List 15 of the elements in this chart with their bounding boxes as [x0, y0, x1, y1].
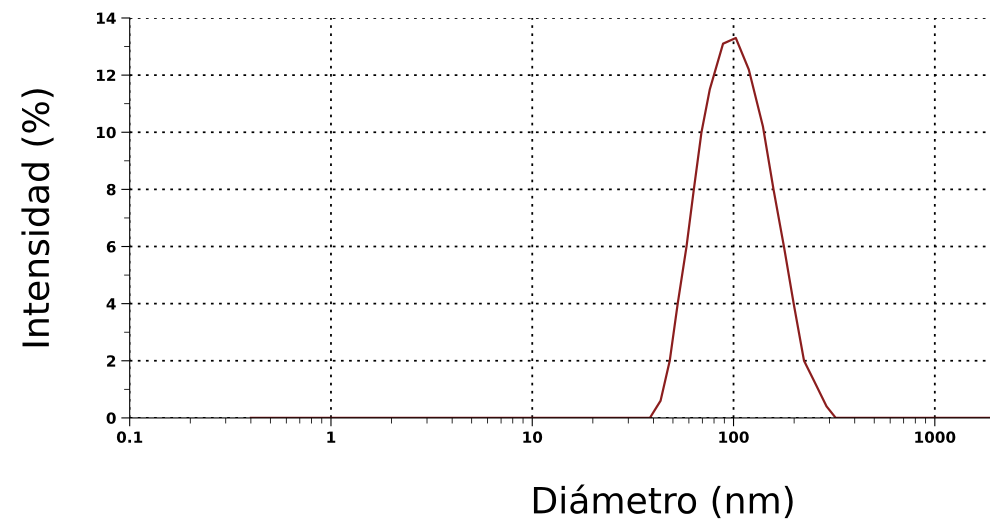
y-tick-label: 2	[107, 355, 116, 367]
y-tick-label: 4	[106, 298, 116, 310]
x-tick-label: 10	[523, 431, 542, 443]
y-tick-label: 14	[96, 12, 116, 24]
y-tick-label: 10	[96, 126, 116, 138]
y-tick-label: 12	[96, 70, 116, 81]
x-tick-label: 1000	[915, 431, 956, 443]
y-tick-label: 6	[106, 240, 116, 253]
x-tick-label: 100	[719, 431, 749, 443]
y-tick-label: 8	[106, 184, 116, 196]
x-tick-label: 0.1	[116, 431, 142, 443]
y-axis-title: Intensidad (%)	[21, 89, 54, 346]
y-tick-label: 0	[106, 412, 116, 424]
x-axis-title: Diámetro (nm)	[534, 484, 793, 518]
x-tick-label: 1	[327, 432, 336, 443]
